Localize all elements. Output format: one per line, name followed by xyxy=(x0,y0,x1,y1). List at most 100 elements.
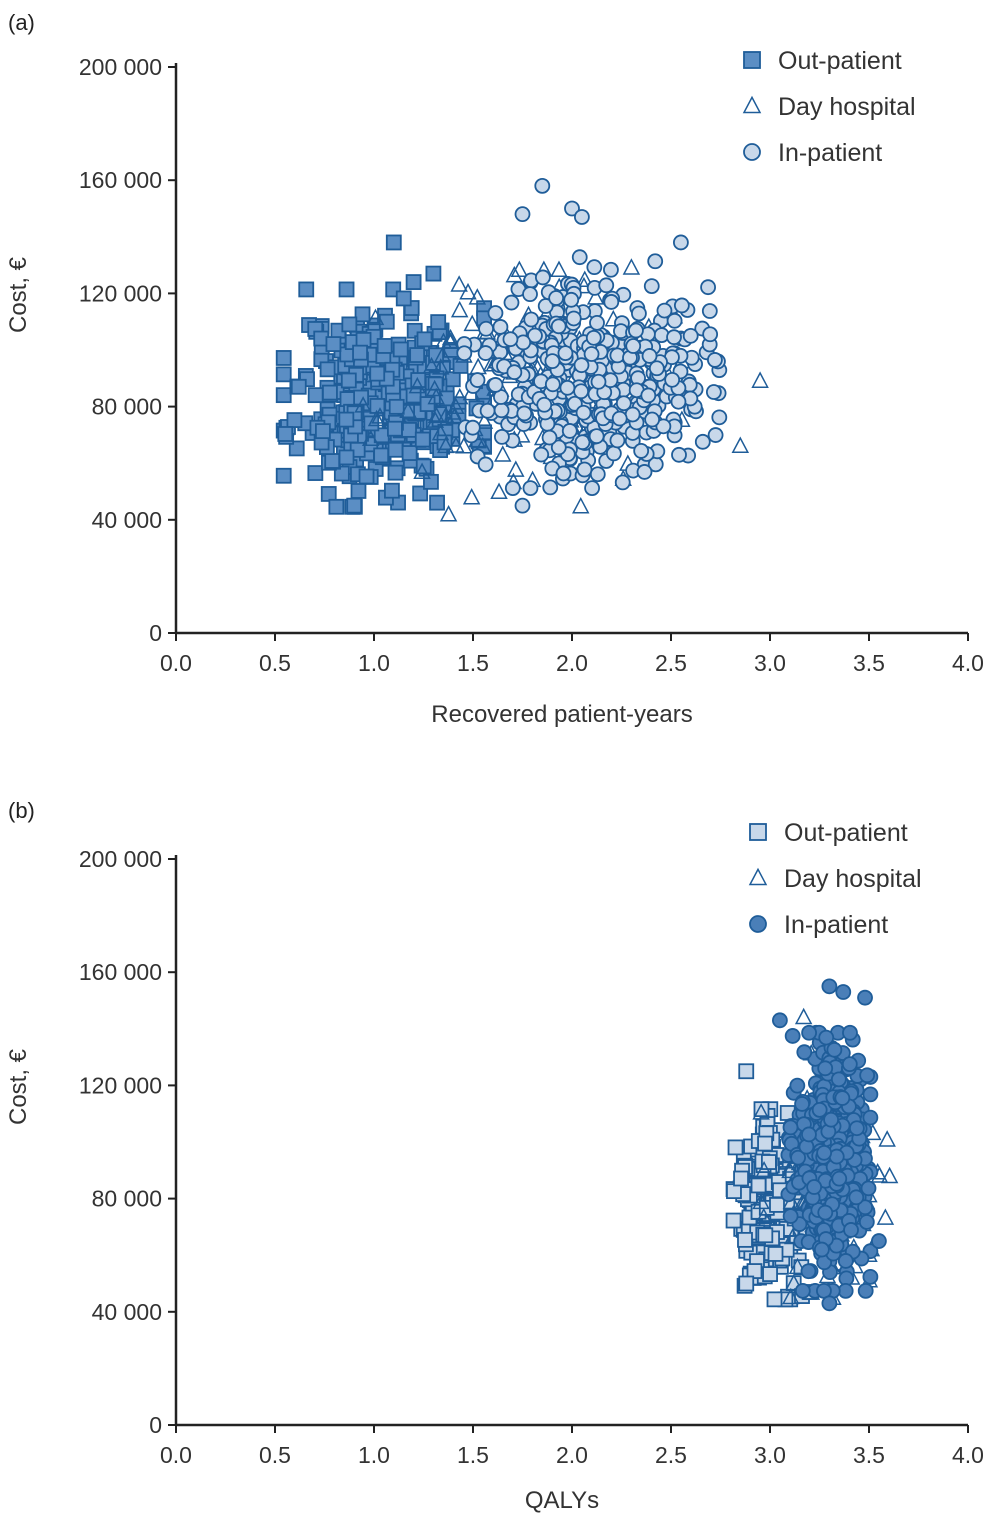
data-point xyxy=(494,428,510,445)
data-point xyxy=(434,332,453,349)
data-point xyxy=(354,396,372,413)
x-tick-label: 1.5 xyxy=(457,1442,489,1468)
data-point xyxy=(384,482,400,499)
data-point xyxy=(789,1077,806,1094)
data-point xyxy=(588,428,605,445)
data-point xyxy=(605,445,622,462)
data-point xyxy=(575,404,592,421)
data-point xyxy=(369,365,386,382)
data-point xyxy=(277,426,294,442)
data-point xyxy=(603,294,620,310)
data-point xyxy=(550,260,568,278)
y-tick-label: 120 000 xyxy=(79,280,162,306)
data-point xyxy=(487,377,504,393)
data-point xyxy=(550,439,567,456)
data-point xyxy=(388,398,405,415)
data-point xyxy=(782,1208,799,1224)
x-tick-label: 0.0 xyxy=(160,1442,192,1468)
data-point xyxy=(598,277,615,294)
data-point xyxy=(615,395,632,412)
data-point xyxy=(738,1275,755,1292)
data-point xyxy=(439,505,458,522)
data-point xyxy=(573,383,590,400)
data-point xyxy=(648,360,665,377)
data-point xyxy=(493,445,512,462)
data-point xyxy=(369,398,386,414)
data-point xyxy=(813,1241,830,1258)
data-point xyxy=(857,1199,874,1216)
data-point xyxy=(550,318,567,335)
data-point xyxy=(682,327,699,344)
data-point xyxy=(841,1056,858,1073)
data-point xyxy=(705,384,722,400)
legend: Out-patient Day hospital In-patient xyxy=(742,47,916,167)
data-point xyxy=(464,419,481,436)
data-point xyxy=(427,406,446,424)
data-point xyxy=(366,308,385,326)
data-point xyxy=(462,488,481,505)
legend: Out-patient Day hospital In-patient xyxy=(748,819,922,939)
x-tick-label: 0.0 xyxy=(160,650,192,676)
data-point xyxy=(477,345,494,361)
data-point xyxy=(437,436,455,454)
data-point xyxy=(755,1207,773,1225)
x-tick-label: 1.0 xyxy=(358,1442,390,1468)
x-tick-label: 1.0 xyxy=(358,650,390,676)
data-point xyxy=(490,482,508,500)
data-point xyxy=(880,1166,899,1184)
data-point xyxy=(609,432,626,449)
data-point xyxy=(523,311,540,328)
data-point xyxy=(862,1086,879,1103)
data-point xyxy=(876,1208,895,1225)
data-point xyxy=(625,338,642,354)
x-tick-label: 1.5 xyxy=(457,650,489,676)
data-point xyxy=(585,329,602,346)
data-point xyxy=(772,1012,788,1029)
data-point xyxy=(571,496,590,514)
data-point xyxy=(288,440,305,457)
data-point xyxy=(655,418,672,435)
x-tick-label: 2.0 xyxy=(556,650,588,676)
data-point xyxy=(275,350,292,366)
data-point xyxy=(750,1177,767,1194)
data-point xyxy=(858,1214,875,1230)
data-point xyxy=(733,1170,749,1187)
panel-b: (b) 0 40 000 80 000 120 000 160 000 200 000 0.0… xyxy=(5,798,984,1514)
series-in-patient xyxy=(456,177,728,514)
legend-marker xyxy=(743,143,761,161)
legend-marker xyxy=(749,823,767,841)
data-point xyxy=(806,1179,823,1195)
data-point xyxy=(320,486,337,502)
legend-marker xyxy=(748,867,768,886)
data-point xyxy=(358,468,375,485)
data-point xyxy=(541,429,558,446)
data-point xyxy=(647,253,664,270)
data-point xyxy=(392,341,409,358)
data-point xyxy=(544,376,561,393)
data-point xyxy=(401,445,418,461)
data-point xyxy=(843,1222,859,1238)
data-point xyxy=(463,314,481,332)
data-point xyxy=(514,206,531,223)
legend-label: Out-patient xyxy=(778,47,902,75)
data-point xyxy=(514,497,531,514)
data-point xyxy=(746,1263,763,1279)
data-point xyxy=(430,314,447,331)
data-point xyxy=(350,483,367,499)
data-point xyxy=(757,1135,773,1152)
data-point xyxy=(352,344,368,361)
y-tick-label: 160 000 xyxy=(79,167,162,193)
data-point xyxy=(830,1071,847,1088)
data-point xyxy=(507,460,525,477)
data-point xyxy=(821,978,838,995)
legend-label: In-patient xyxy=(778,139,882,167)
data-point xyxy=(533,446,550,463)
data-point xyxy=(502,331,519,348)
data-point xyxy=(611,410,628,427)
x-tick-label: 2.5 xyxy=(655,1442,687,1468)
data-point xyxy=(755,1160,773,1178)
data-point xyxy=(468,288,487,305)
data-point xyxy=(573,357,590,374)
data-point xyxy=(324,453,341,469)
x-tick-label: 3.5 xyxy=(853,650,885,676)
